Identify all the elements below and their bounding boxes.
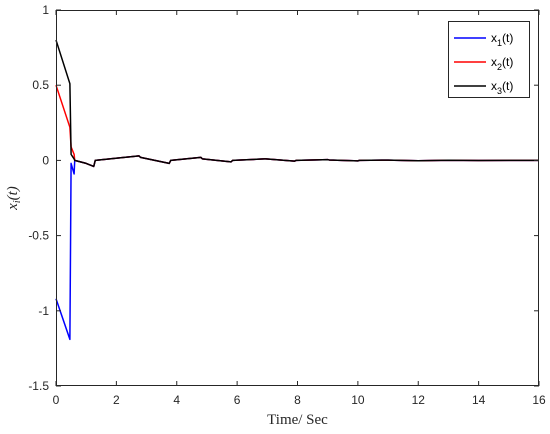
legend: x1(t) x2(t) x3(t) [448,21,530,98]
y-tick-label: -0.5 [28,229,49,243]
legend-label-2: x2(t) [491,55,513,72]
legend-label-3: x3(t) [491,79,513,96]
y-tick-label: -1 [38,304,49,318]
series-line-3 [55,39,539,168]
x-tick-label: 12 [412,393,426,407]
x-axis-label: Time/ Sec [267,412,328,428]
x-tick-label: 4 [173,393,180,407]
series-layer [55,39,539,341]
legend-label-1: x1(t) [491,31,513,48]
y-axis-label: xi(t) [5,186,23,211]
ticks-layer: 0 2 4 6 8 10 12 14 16 -1.5 -1 -0.5 0 0.5 1 [28,3,546,407]
x-tick-label: 2 [113,393,120,407]
x-tick-label: 10 [351,393,365,407]
x-tick-label: 14 [472,393,486,407]
y-tick-label: 0.5 [32,78,49,92]
x-tick-label: 16 [532,393,546,407]
x-tick-label: 0 [53,393,60,407]
x-tick-label: 8 [294,393,301,407]
legend-box [448,21,530,98]
y-tick-label: 1 [42,3,49,17]
x-tick-label: 6 [234,393,241,407]
y-tick-label: 0 [42,153,49,167]
y-tick-label: -1.5 [28,379,49,393]
